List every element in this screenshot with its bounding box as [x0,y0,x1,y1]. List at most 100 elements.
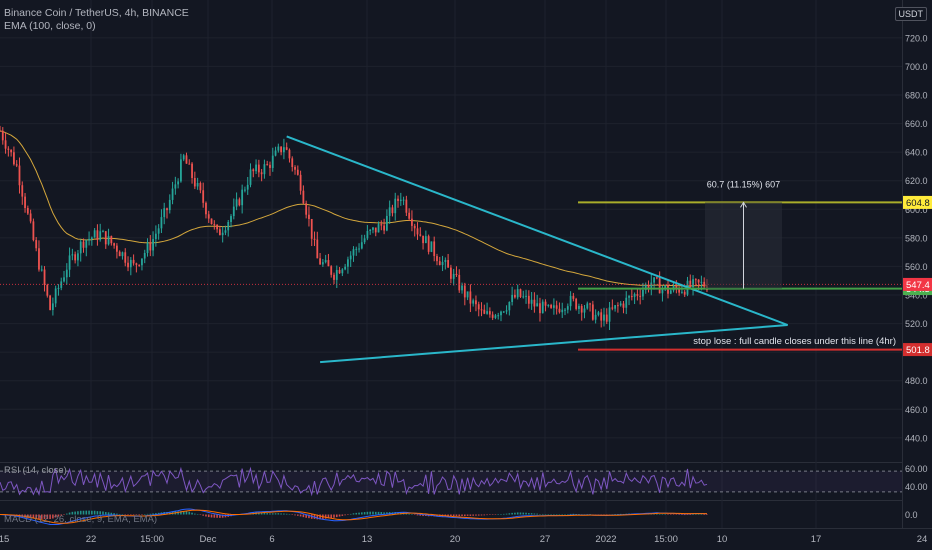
macd-legend[interactable]: MACD (12, 26, close, 9, EMA, EMA) [4,514,158,525]
macd-histogram-bar [408,513,410,515]
macd-histogram-bar [266,513,268,515]
price-tick-label: 620.0 [905,176,928,186]
candle-body [466,291,469,298]
macd-histogram-bar [541,513,544,515]
macd-histogram-bar [355,512,358,515]
macd-histogram-bar [461,514,463,516]
candle-body [600,312,603,321]
macd-histogram-bar [411,514,413,515]
price-tick-label: 460.0 [905,405,928,415]
candle-body [683,291,686,295]
candle-body [154,233,157,240]
macd-histogram-bar [500,514,502,515]
macd-histogram-bar [219,514,221,518]
candle-body [294,167,296,170]
candle-body [104,231,107,245]
current-price-tag-bg [903,277,932,291]
candle-body [530,299,533,304]
candle-body [527,295,530,304]
candle-body [617,305,619,307]
candle-body [500,311,502,316]
candle-body [349,255,352,260]
macd-histogram-bar [210,514,213,518]
macd-histogram-bar [539,514,541,515]
macd-histogram-bar [377,511,380,515]
candle-body [310,218,313,239]
candle-body [516,289,519,298]
macd-histogram-bar [157,512,160,515]
candle-body [472,300,475,304]
candle-body [149,242,152,251]
candle-body [99,231,102,240]
candle-body [622,303,625,308]
rsi-band [0,471,902,492]
candle-body [438,261,441,266]
macd-histogram-bar [695,514,697,515]
macd-histogram-bar [603,514,605,515]
candle-body [447,260,450,268]
candle-body [138,264,141,266]
candle-body [477,304,480,310]
time-tick-label: 22 [86,534,97,545]
candle-body [255,164,257,172]
candle-body [430,241,433,252]
macd-histogram-bar [40,514,43,519]
candle-body [697,279,700,283]
candle-body [480,309,483,311]
macd-panel: 0.0 [0,508,918,525]
macd-histogram-bar [35,514,37,519]
macd-histogram-bar [617,514,619,515]
candle-body [21,185,24,197]
candle-body [700,281,703,283]
macd-histogram-bar [455,514,458,516]
ema-legend[interactable]: EMA (100, close, 0) [4,20,96,32]
candle-body [385,215,388,231]
candle-body [216,224,218,230]
macd-histogram-bar [82,510,85,515]
macd-histogram-bar [703,514,705,515]
macd-histogram-bar [447,514,449,517]
macd-histogram-bar [514,512,516,515]
macd-histogram-bar [168,511,171,515]
candle-body [160,217,163,229]
candle-body [74,254,77,261]
macd-histogram-bar [196,514,199,515]
candle-body [257,164,260,173]
rsi-legend[interactable]: RSI (14, close) [4,465,67,476]
macd-histogram-bar [205,514,207,517]
macd-histogram-bar [475,514,477,516]
candle-body [338,270,341,274]
candle-body [639,295,642,297]
macd-histogram-bar [299,514,302,517]
candle-body [327,260,330,267]
candle-body [497,315,500,317]
currency-badge[interactable]: USDT [894,7,927,21]
macd-histogram-bar [221,514,224,518]
symbol-title[interactable]: Binance Coin / TetherUS, 4h, BINANCE [4,7,189,19]
candle-body [218,229,221,236]
macd-histogram-bar [138,514,140,515]
macd-histogram-bar [194,513,196,515]
price-tick-label: 600.0 [905,205,928,215]
candle-body [274,150,277,156]
candle-body [366,230,369,239]
candle-body [550,304,552,308]
candle-body [422,235,424,244]
candle-body [107,235,110,245]
drawings[interactable]: 60.7 (11.15%) 607 stop lose : full candle… [0,135,902,364]
candle-body [591,304,594,320]
macd-histogram-bar [619,513,622,515]
candle-body [333,274,335,280]
price-tick-label: 640.0 [905,148,928,158]
triangle-lower-line [320,324,788,364]
macd-histogram-bar [85,510,88,515]
time-axis[interactable]: 15 22 15:00 Dec 6 13 20 27 2022 15:00 10 17 24 [0,534,927,545]
candle-body [572,295,575,299]
candle-body [558,308,561,313]
macd-histogram-bar [528,513,530,515]
price-tick-label: 700.0 [905,62,928,72]
candle-body [43,269,46,285]
price-axis[interactable]: 440.0460.0480.0500.0520.0540.0560.0580.0… [905,33,928,443]
macd-histogram-bar [689,514,692,515]
